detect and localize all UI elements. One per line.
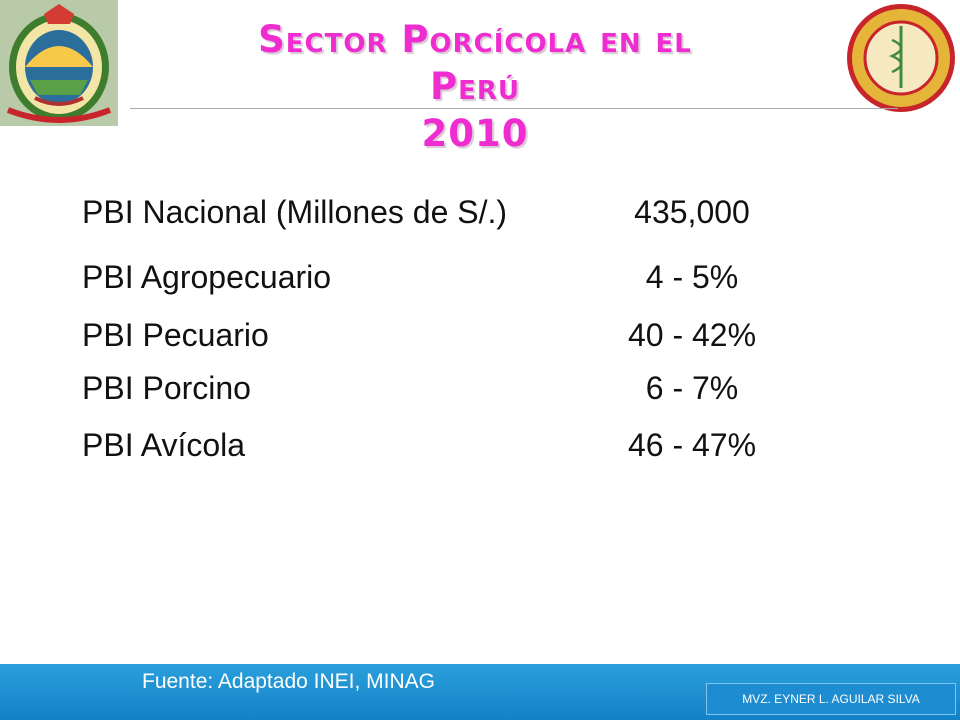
row-value: 40 - 42% [627,317,757,353]
author-label: MVZ. EYNER L. AGUILAR SILVA [706,683,956,715]
university-seal-icon [0,0,118,126]
title-divider [130,108,898,109]
row-value: 46 - 47% [627,427,757,463]
title-line-3: 2010 [421,112,529,155]
row-label: PBI Nacional (Millones de S/.) [82,194,508,230]
row-label: PBI Agropecuario [82,259,332,295]
row-pbi-agropecuario: PBI Agropecuario 4 - 5% [82,255,842,299]
row-label: PBI Porcino [82,370,251,406]
row-value: 6 - 7% [645,370,739,406]
row-pbi-pecuario: PBI Pecuario 40 - 42% [82,313,842,357]
row-pbi-avicola: PBI Avícola 46 - 47% [82,423,842,467]
row-label: PBI Pecuario [82,317,269,353]
row-pbi-porcino: PBI Porcino 6 - 7% [82,366,842,410]
row-value: 435,000 [634,194,750,230]
title-line-2: Perú [429,65,520,108]
row-pbi-nacional: PBI Nacional (Millones de S/.) 435,000 [82,190,842,234]
source-note: Fuente: Adaptado INEI, MINAG [142,670,435,693]
title-line-1: Sector Porcícola en el [258,18,692,61]
row-label: PBI Avícola [82,427,246,463]
row-value: 4 - 5% [645,259,739,295]
slide-title: Sector Porcícola en el Perú 2010 [200,16,750,157]
mvz-faculty-seal-icon [842,0,960,126]
